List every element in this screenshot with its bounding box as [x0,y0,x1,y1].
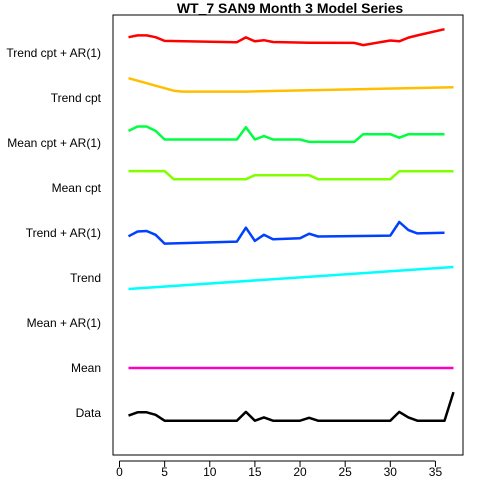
x-tick-label: 10 [203,465,217,479]
row-label: Trend cpt [51,91,102,105]
plot-frame [112,14,464,456]
x-axis: 0 5 10 15 20 25 30 35 [116,460,443,479]
series-line [128,265,454,291]
series-line [128,76,454,93]
row-label: Trend cpt + AR(1) [6,46,101,60]
series-line [128,27,445,47]
row-label: Mean [71,361,101,375]
row-label: Mean cpt + AR(1) [7,136,101,150]
series-line [128,169,454,181]
series-line [127,125,445,144]
row-label: Data [76,406,102,420]
row-label: Mean + AR(1) [27,316,101,330]
x-tick-label: 25 [338,465,352,479]
series-lines [127,27,455,422]
row-label: Trend [70,271,101,285]
row-labels: Trend cpt + AR(1) Trend cpt Mean cpt + AR(… [6,46,101,420]
row-label: Trend + AR(1) [26,226,101,240]
x-tick-label: 20 [293,465,307,479]
x-tick-label: 35 [429,465,443,479]
x-tick-label: 0 [116,465,123,479]
series-line [128,391,455,422]
x-tick-label: 5 [161,465,168,479]
series-line [127,220,445,245]
x-tick-label: 15 [248,465,262,479]
x-tick-label: 30 [384,465,398,479]
row-label: Mean cpt [52,181,102,195]
chart-title: WT_7 SAN9 Month 3 Model Series [177,0,404,16]
